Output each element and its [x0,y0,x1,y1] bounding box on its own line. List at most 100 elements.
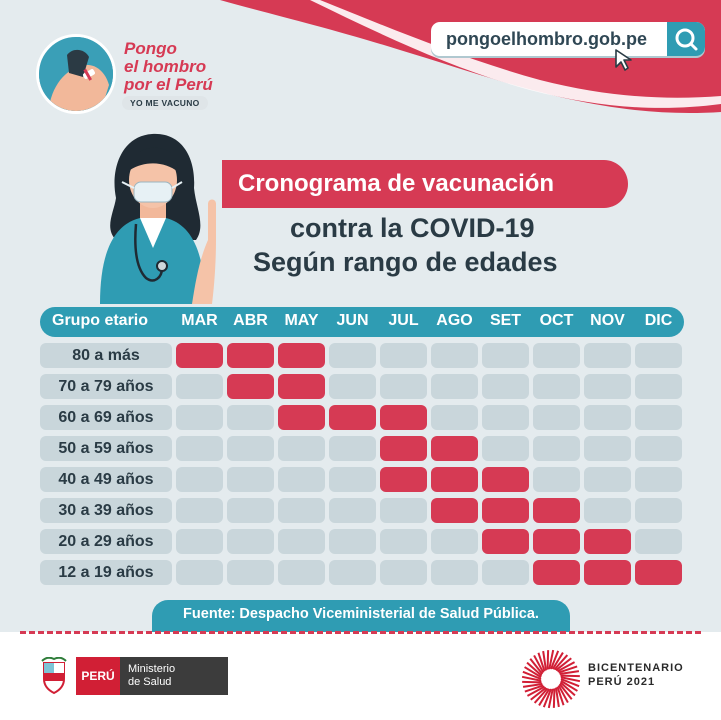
schedule-cell [227,436,274,461]
schedule-cell [176,405,223,430]
schedule-cell [635,498,682,523]
campaign-line-2: el hombro [124,57,207,76]
source-text: Fuente: Despacho Viceministerial de Salu… [183,606,539,622]
schedule-cell-active [278,374,325,399]
page-title: Cronograma de vacunación [238,170,555,197]
schedule-cell [635,343,682,368]
age-group-label: 20 a 29 años [40,529,172,554]
schedule-cell [329,560,376,585]
campaign-logo-icon [36,34,116,114]
schedule-cell [278,436,325,461]
schedule-cell [278,529,325,554]
schedule-cell-active [482,467,529,492]
schedule-cell [278,498,325,523]
schedule-cell-active [482,498,529,523]
bicentenario-line-2: PERÚ 2021 [588,676,656,688]
month-header: SET [489,312,522,329]
schedule-cell [329,436,376,461]
poster: Pongo el hombro por el Perú YO ME VACUNO… [0,0,721,632]
peru-shield-icon [41,657,67,695]
schedule-cell-active [380,467,427,492]
peru-label: PERÚ [76,657,120,695]
schedule-cell [482,560,529,585]
nurse-illustration [100,133,216,304]
schedule-cell [533,374,580,399]
schedule-cell-active [380,405,427,430]
schedule-cell [533,343,580,368]
schedule-cell [380,560,427,585]
schedule-cell [227,560,274,585]
ministry-line-2: de Salud [128,676,172,688]
schedule-cell-active [482,529,529,554]
schedule-cell [431,560,478,585]
schedule-cell [329,529,376,554]
age-group-label: 50 a 59 años [40,436,172,461]
schedule-cell [635,405,682,430]
url-link[interactable]: pongoelhombro.gob.pe [431,22,705,56]
source-banner: Fuente: Despacho Viceministerial de Salu… [152,600,570,632]
schedule-cell [227,498,274,523]
bicentenario-icon [521,649,581,709]
schedule-cell [329,467,376,492]
search-button[interactable] [667,22,705,56]
schedule-cell [635,374,682,399]
schedule-cell [533,467,580,492]
schedule-cell [227,467,274,492]
schedule-cell [278,467,325,492]
schedule-cell-active [176,343,223,368]
subtitle-line-1: contra la COVID-19 [290,213,535,243]
schedule-cell [278,560,325,585]
schedule-cell-active [380,436,427,461]
group-header: Grupo etario [52,312,149,329]
title-banner: Cronograma de vacunación [222,160,628,208]
search-icon [675,28,698,51]
schedule-cell-active [635,560,682,585]
schedule-cell [380,498,427,523]
month-header: DIC [644,312,673,329]
month-header: MAR [181,312,218,329]
schedule-cell [431,405,478,430]
schedule-cell-active [227,374,274,399]
subtitle-line-2: Según rango de edades [253,247,558,277]
campaign-name: Pongo el hombro por el Perú [124,40,213,94]
schedule-cell [329,374,376,399]
schedule-cell-active [278,343,325,368]
schedule-cell-active [533,529,580,554]
schedule-cell [176,560,223,585]
schedule-cell [227,529,274,554]
schedule-cell [635,436,682,461]
table-header: Grupo etario MAR ABR MAY JUN JUL AGO SET… [40,307,684,337]
schedule-cell [584,405,631,430]
schedule-cell-active [431,467,478,492]
schedule-cell-active [584,529,631,554]
cursor-icon [615,49,632,71]
schedule-cell [176,498,223,523]
schedule-cell [431,529,478,554]
schedule-cell [176,374,223,399]
age-group-label: 12 a 19 años [40,560,172,585]
schedule-cell [227,405,274,430]
age-group-label: 40 a 49 años [40,467,172,492]
campaign-line-3: por el Perú [124,75,213,94]
schedule-cell-active [533,560,580,585]
month-header: AGO [436,312,473,329]
ministry-name: Ministerio de Salud [120,657,228,695]
schedule-cell [635,467,682,492]
schedule-cell [584,436,631,461]
schedule-cell-active [431,436,478,461]
schedule-cell [380,343,427,368]
schedule-cell [533,436,580,461]
url-text: pongoelhombro.gob.pe [446,29,647,49]
age-group-label: 70 a 79 años [40,374,172,399]
month-header: JUL [388,312,419,329]
age-group-label: 60 a 69 años [40,405,172,430]
schedule-cell [380,529,427,554]
schedule-cell [584,374,631,399]
age-group-label: 30 a 39 años [40,498,172,523]
schedule-cell [533,405,580,430]
month-header: MAY [284,312,319,329]
campaign-badge: YO ME VACUNO [122,96,208,110]
schedule-cell [431,374,478,399]
month-header: OCT [539,312,574,329]
schedule-cell [176,467,223,492]
